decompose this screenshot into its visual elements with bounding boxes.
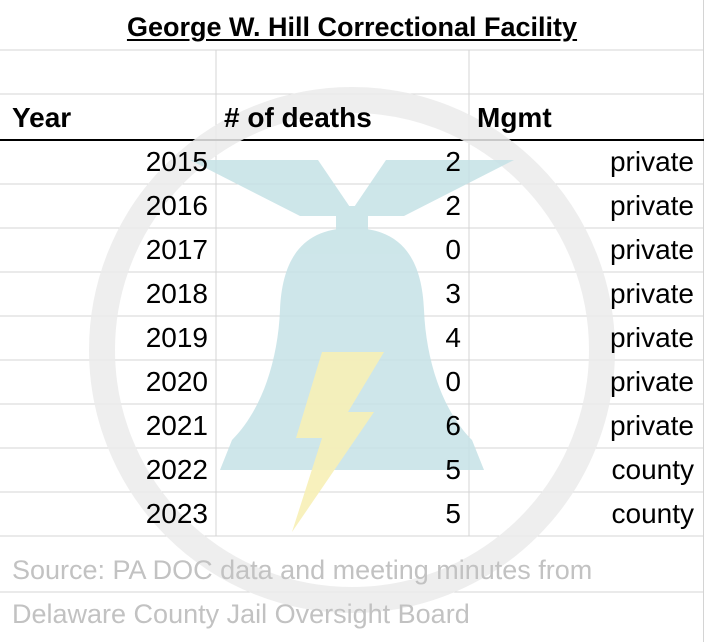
table-cell-mgmt: private [609,278,694,309]
source-note-line-2: Delaware County Jail Oversight Board [12,599,470,629]
table-cell-year: 2021 [145,410,208,441]
table-cell-year: 2017 [145,234,208,265]
table-cell-deaths: 0 [445,366,461,397]
table-cell-mgmt: private [609,146,694,177]
column-header-mgmt: Mgmt [477,102,552,133]
table-cell-mgmt: private [609,410,694,441]
table-cell-mgmt: county [611,454,695,485]
table-cell-deaths: 5 [445,498,461,529]
table-cell-mgmt: private [609,190,694,221]
table-cell-year: 2015 [145,146,208,177]
table-cell-deaths: 0 [445,234,461,265]
table-cell-year: 2019 [145,322,208,353]
table-cell-year: 2023 [145,498,208,529]
table-cell-deaths: 3 [445,278,461,309]
sheet-title: George W. Hill Correctional Facility [126,12,578,42]
table-cell-year: 2016 [145,190,208,221]
table-cell-deaths: 2 [445,146,461,177]
table-cell-deaths: 4 [445,322,461,353]
source-note-line-1: Source: PA DOC data and meeting minutes … [12,555,593,585]
column-header-deaths: # of deaths [224,102,372,133]
table-cell-deaths: 2 [445,190,461,221]
table-cell-deaths: 6 [445,410,461,441]
table-cell-mgmt: private [609,322,694,353]
table-cell-year: 2020 [145,366,208,397]
table-cell-mgmt: county [611,498,695,529]
table-cell-mgmt: private [609,366,694,397]
table-cell-year: 2018 [145,278,208,309]
table-cell-year: 2022 [145,454,208,485]
table-cell-deaths: 5 [445,454,461,485]
table-cell-mgmt: private [609,234,694,265]
column-header-year: Year [12,102,72,133]
